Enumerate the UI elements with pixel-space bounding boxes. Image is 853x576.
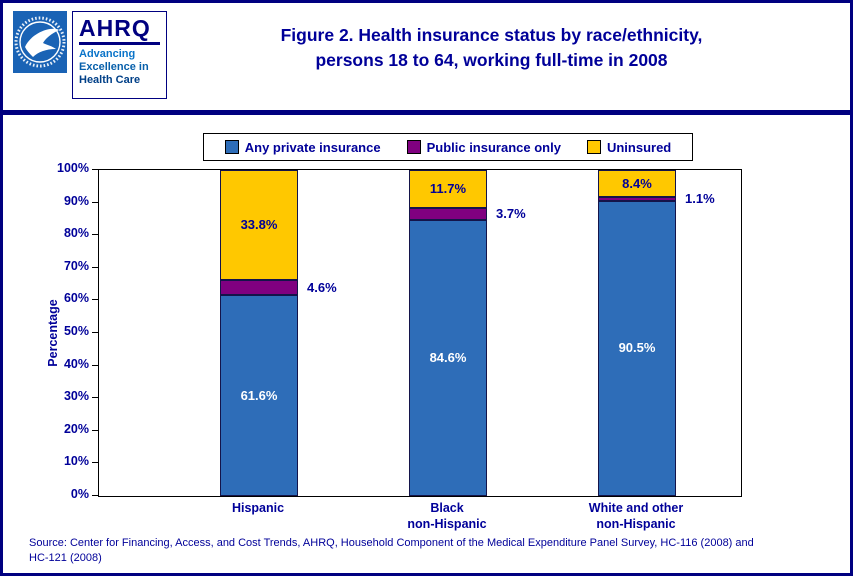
y-tick-label: 10% (63, 454, 89, 469)
bar-segment (409, 220, 487, 496)
y-tick-label: 0% (70, 487, 89, 501)
header-divider (3, 110, 850, 115)
bar-value-label: 3.7% (496, 206, 526, 222)
y-tick-mark (92, 169, 98, 170)
figure-title-line1: Figure 2. Health insurance status by rac… (280, 25, 703, 45)
legend-entry-private: Any private insurance (224, 139, 381, 155)
ahrq-acronym: AHRQ (79, 16, 160, 46)
legend-entry-public: Public insurance only (406, 139, 561, 155)
bar-value-label: 84.6% (429, 350, 467, 366)
plot-area: 61.6% 4.6% 33.8% 84.6% 3.7% 11.7% 90.5% 1.1% 8.4… (98, 169, 742, 497)
y-tick-mark (92, 266, 98, 268)
y-tick-mark (92, 299, 98, 301)
y-tick-label: 50% (63, 324, 89, 338)
ahrq-tagline-line2: Excellence in (79, 61, 149, 74)
bar-segment (409, 170, 487, 209)
bar-segment (598, 170, 676, 198)
figure-title-line2: persons 18 to 64, working full-time in 2… (315, 50, 668, 71)
y-tick-label: 20% (63, 421, 89, 436)
y-tick-mark (92, 332, 98, 333)
legend-entry-uninsured: Uninsured (586, 139, 672, 155)
y-tick-label: 30% (63, 389, 89, 404)
bar-value-label: 33.8% (240, 217, 278, 233)
header: AHRQ Advancing Excellence in Health Care… (3, 3, 850, 110)
bar-segment (598, 197, 676, 201)
ahrq-tagline: Advancing Excellence in Health Care (79, 48, 160, 87)
figure-title: Figure 2. Health insurance status by rac… (178, 23, 805, 74)
legend-label-private: Any private insurance (244, 139, 381, 155)
bar-segment (220, 295, 298, 496)
y-tick-mark (92, 495, 98, 496)
bar-segment (220, 280, 298, 296)
y-tick-label: 60% (63, 291, 89, 306)
bar-value-label: 11.7% (429, 181, 467, 197)
bar-value-label: 8.4% (622, 175, 652, 191)
x-category-label: Hispanic (231, 501, 285, 515)
bar-value-label: 61.6% (240, 387, 278, 403)
bar-value-label: 90.5% (618, 340, 656, 356)
y-tick-mark (92, 234, 98, 236)
y-tick-mark (92, 364, 98, 366)
ahrq-tagline-line3: Health Care (79, 74, 141, 87)
y-tick-mark (92, 429, 98, 431)
y-tick-mark (92, 462, 98, 464)
bar-segment (409, 208, 487, 221)
legend-label-uninsured: Uninsured (606, 139, 672, 155)
y-tick-label: 70% (63, 258, 89, 273)
bar-value-label: 4.6% (307, 279, 337, 295)
source-note-line2: HC-121 (2008) (29, 551, 102, 564)
legend-label-public: Public insurance only (426, 139, 561, 155)
bar-segment (598, 200, 676, 496)
source-note: Source: Center for Financing, Access, an… (29, 536, 832, 566)
y-tick-label: 40% (63, 356, 89, 371)
bar-segment (220, 170, 298, 281)
x-category-label: White and other non-Hispanic (588, 501, 684, 532)
x-category-label: Black non-Hispanic (407, 501, 487, 532)
ahrq-tagline-line1: Advancing (79, 48, 136, 61)
y-tick-label: 100% (57, 161, 89, 175)
hhs-logo (13, 11, 67, 73)
y-tick-label: 90% (63, 193, 89, 208)
legend-swatch-public-icon (406, 140, 421, 154)
bar-value-label: 1.1% (685, 191, 715, 207)
source-note-line1: Source: Center for Financing, Access, an… (29, 537, 754, 549)
hhs-eagle-icon (13, 11, 67, 73)
y-tick-label: 80% (63, 226, 89, 241)
legend-swatch-uninsured-icon (586, 140, 601, 154)
chart-legend: Any private insurance Public insurance o… (203, 133, 693, 161)
legend-swatch-private-icon (224, 140, 239, 154)
ahrq-logo: AHRQ Advancing Excellence in Health Care (72, 11, 167, 99)
y-tick-mark (92, 397, 98, 399)
y-tick-mark (92, 201, 98, 203)
